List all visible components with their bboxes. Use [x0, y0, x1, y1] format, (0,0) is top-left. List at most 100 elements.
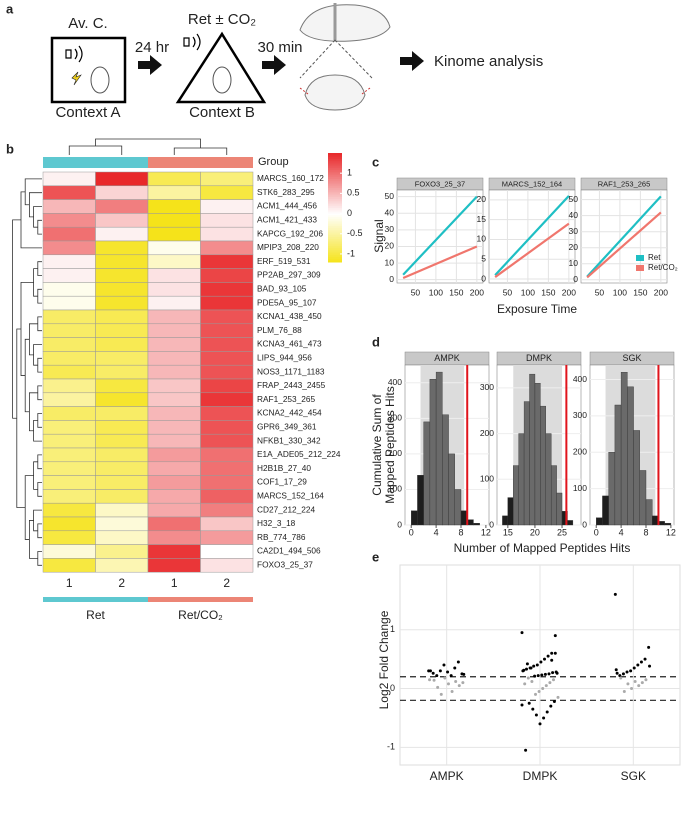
colorbar-step [328, 223, 342, 227]
colorbar-step [328, 183, 342, 187]
heatmap-cell [147, 213, 201, 228]
heatmap-cell [42, 240, 96, 256]
data-point [629, 669, 633, 673]
group-bar [43, 157, 148, 168]
x-tick-label: DMPK [523, 769, 558, 783]
series-line [586, 211, 662, 279]
heatmap-cell [147, 282, 201, 297]
data-point [523, 682, 527, 686]
heatmap-cell [147, 226, 201, 242]
heatmap-cell [200, 420, 254, 435]
colorbar-step [328, 176, 342, 179]
heatmap-cell [147, 406, 201, 421]
row-label: H32_3_18 [257, 518, 296, 528]
heatmap-cell [147, 461, 201, 476]
data-point [439, 692, 443, 696]
heatmap-cell [200, 364, 254, 380]
group-title: Group [258, 156, 289, 168]
data-point [550, 658, 554, 662]
arrow-label: 24 hr [135, 39, 169, 56]
heatmap-cell [95, 530, 149, 545]
mouse-icon [90, 66, 110, 94]
heatmap-cell [147, 268, 201, 283]
data-point [527, 701, 531, 705]
colorbar-step [328, 187, 342, 190]
column-label: 1 [66, 576, 73, 590]
heatmap-cell [42, 489, 96, 504]
data-point [538, 722, 542, 726]
colorbar-step [328, 205, 342, 208]
heatmap-cell [200, 502, 254, 518]
colorbar-step [328, 182, 342, 185]
facet-title: AMPK [434, 353, 460, 363]
y-axis-title: Cumulative Sum of [370, 394, 384, 496]
data-point [453, 666, 457, 670]
y-tick-label: 400 [573, 374, 587, 384]
heatmap-cell [42, 461, 96, 476]
heatmap-cell [42, 309, 96, 325]
heatmap-cell [147, 516, 201, 532]
heatmap-cell [200, 530, 254, 545]
heatmap-cell [200, 213, 254, 228]
row-label: KAPCG_192_206 [257, 228, 323, 238]
colorbar-step [328, 165, 342, 169]
colorbar-step [328, 212, 342, 216]
colorbar-label: 0.5 [347, 188, 360, 198]
data-point [534, 692, 537, 696]
colorbar-step [328, 200, 342, 203]
histogram-bar [502, 515, 509, 526]
x-tick-label: 100 [613, 287, 627, 297]
step-title: Av. C. [68, 15, 107, 32]
data-point [530, 679, 534, 683]
y-tick-label: 300 [388, 413, 402, 423]
heatmap-cell [42, 185, 96, 200]
data-point [442, 663, 446, 667]
row-label: CA2D1_494_506 [257, 546, 321, 556]
x-tick-label: 4 [434, 527, 439, 537]
heatmap-cell [42, 447, 96, 463]
colorbar-step [328, 211, 342, 214]
colorbar-step [328, 247, 342, 250]
y-tick-label: 30 [385, 224, 395, 234]
histogram-bar [633, 430, 640, 526]
facet-title: RAF1_253_265 [598, 179, 651, 188]
heatmap-cell [147, 433, 201, 449]
histogram-bar [473, 523, 480, 526]
heatmap-cell [200, 282, 254, 297]
heatmap-cell [147, 447, 201, 463]
data-point [549, 704, 553, 708]
y-tick-label: 50 [385, 191, 395, 201]
heatmap-cell [42, 530, 96, 545]
shock-icon [71, 71, 82, 86]
y-tick-label: 50 [569, 194, 579, 204]
heatmap-cell [95, 185, 149, 200]
data-point [547, 672, 551, 676]
data-point [639, 660, 643, 664]
data-point [619, 676, 623, 680]
row-label: CD27_212_224 [257, 504, 316, 514]
histogram-bar [429, 379, 437, 526]
y-tick-label: 40 [385, 208, 395, 218]
colorbar-step [328, 178, 342, 181]
heatmap-cell [95, 558, 149, 573]
histogram-bar [608, 452, 616, 526]
row-label: ERF_519_531 [257, 256, 311, 266]
data-point [431, 671, 435, 675]
data-point [456, 660, 460, 664]
heatmap-cell [95, 364, 149, 380]
row-label: FRAP_2443_2455 [257, 380, 326, 390]
heatmap-cell [95, 433, 149, 449]
data-point [520, 631, 524, 635]
heatmap-cell [200, 295, 254, 311]
panel-label: e [372, 549, 379, 564]
colorbar-step [328, 232, 342, 236]
x-tick-label: 0 [409, 527, 414, 537]
colorbar-label: -1 [347, 248, 355, 258]
data-point [647, 645, 651, 649]
histogram-bar [561, 511, 568, 526]
heatmap-cell [200, 199, 254, 214]
x-tick-label: 200 [470, 287, 484, 297]
heatmap-cell [95, 323, 149, 338]
x-tick-label: 12 [481, 527, 491, 537]
speaker-icon [65, 45, 83, 63]
